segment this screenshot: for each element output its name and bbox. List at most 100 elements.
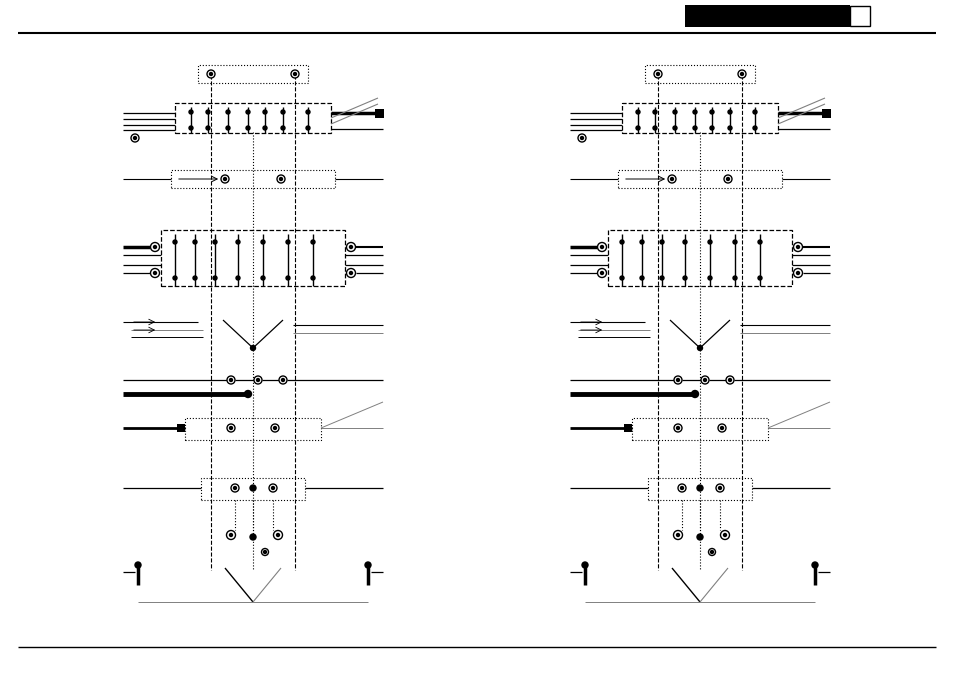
Circle shape [692, 110, 697, 114]
Circle shape [682, 240, 686, 244]
Circle shape [306, 126, 310, 130]
Circle shape [727, 110, 731, 114]
Circle shape [244, 391, 252, 398]
Circle shape [691, 391, 698, 398]
Bar [621, 103, 778, 133]
Circle shape [365, 562, 371, 568]
Bar [161, 230, 345, 286]
Circle shape [697, 346, 701, 350]
Circle shape [281, 110, 285, 114]
Circle shape [793, 242, 801, 252]
Circle shape [659, 276, 663, 280]
Bar [684, 5, 849, 27]
Circle shape [720, 531, 729, 539]
Circle shape [752, 126, 757, 130]
Circle shape [732, 240, 737, 244]
Bar [171, 170, 335, 188]
Circle shape [619, 276, 623, 280]
Circle shape [235, 276, 240, 280]
Circle shape [251, 346, 255, 350]
Circle shape [135, 562, 141, 568]
Circle shape [732, 276, 737, 280]
Circle shape [728, 379, 731, 381]
Circle shape [579, 136, 583, 140]
Bar [618, 170, 781, 188]
Circle shape [796, 271, 799, 275]
Circle shape [226, 110, 230, 114]
Circle shape [153, 246, 156, 248]
Bar [644, 65, 754, 83]
Circle shape [673, 424, 681, 432]
Circle shape [673, 531, 681, 539]
Circle shape [246, 110, 250, 114]
Circle shape [578, 134, 585, 142]
Bar [849, 6, 869, 26]
Circle shape [346, 269, 355, 277]
Circle shape [256, 379, 259, 381]
Circle shape [276, 533, 279, 537]
Circle shape [250, 485, 255, 491]
Circle shape [758, 276, 761, 280]
Circle shape [726, 178, 729, 180]
Circle shape [707, 276, 711, 280]
Circle shape [263, 126, 267, 130]
Circle shape [720, 427, 722, 429]
Circle shape [269, 484, 276, 492]
Circle shape [349, 271, 352, 275]
Circle shape [708, 549, 715, 556]
Circle shape [652, 126, 657, 130]
Circle shape [727, 126, 731, 130]
Circle shape [261, 240, 265, 244]
Circle shape [281, 379, 284, 381]
Circle shape [227, 376, 234, 384]
Circle shape [230, 427, 233, 429]
Circle shape [707, 240, 711, 244]
Bar [647, 478, 751, 500]
Circle shape [672, 110, 677, 114]
Circle shape [213, 276, 216, 280]
Circle shape [274, 427, 276, 429]
Circle shape [752, 110, 757, 114]
Circle shape [811, 562, 817, 568]
Circle shape [263, 110, 267, 114]
Circle shape [221, 175, 229, 183]
Circle shape [233, 487, 236, 489]
Circle shape [193, 276, 196, 280]
Circle shape [682, 276, 686, 280]
Circle shape [261, 276, 265, 280]
Circle shape [702, 379, 706, 381]
Circle shape [709, 126, 713, 130]
Circle shape [639, 276, 643, 280]
Circle shape [676, 533, 679, 537]
Circle shape [226, 126, 230, 130]
Circle shape [226, 531, 235, 539]
Circle shape [599, 246, 603, 248]
Circle shape [656, 72, 659, 76]
Bar [623, 424, 631, 432]
Bar [174, 103, 331, 133]
Circle shape [223, 178, 226, 180]
Circle shape [793, 269, 801, 277]
Circle shape [692, 126, 697, 130]
Circle shape [597, 242, 606, 252]
Circle shape [286, 276, 290, 280]
Circle shape [697, 485, 702, 491]
Circle shape [639, 240, 643, 244]
Circle shape [189, 110, 193, 114]
Circle shape [636, 110, 639, 114]
Circle shape [213, 240, 216, 244]
Circle shape [291, 70, 298, 78]
Circle shape [133, 136, 136, 140]
Circle shape [672, 126, 677, 130]
Circle shape [654, 70, 661, 78]
Circle shape [276, 175, 285, 183]
Circle shape [281, 126, 285, 130]
Circle shape [206, 126, 210, 130]
Circle shape [286, 240, 290, 244]
Bar [177, 424, 185, 432]
Bar [185, 418, 320, 440]
Circle shape [189, 126, 193, 130]
Circle shape [718, 487, 720, 489]
Circle shape [227, 424, 234, 432]
Circle shape [619, 240, 623, 244]
